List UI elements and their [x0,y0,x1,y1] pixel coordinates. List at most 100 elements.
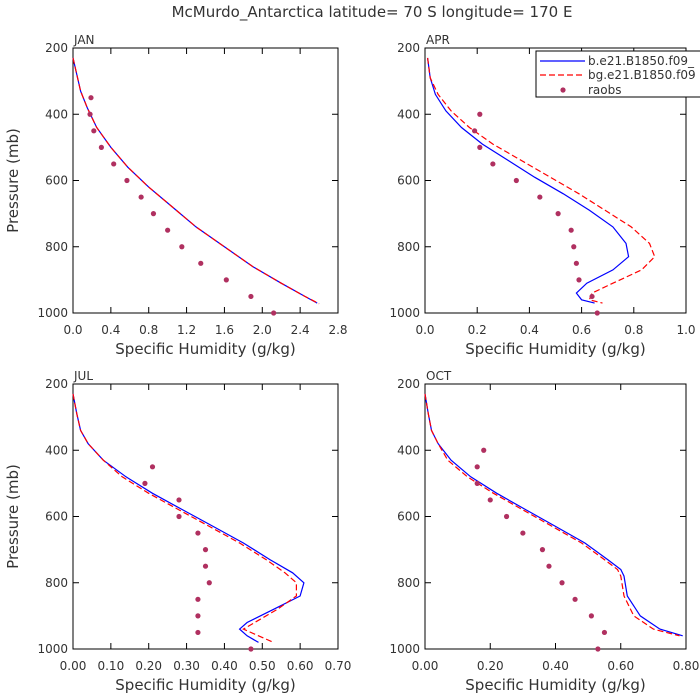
panel-apr: APR 0.0 0.2 0.4 0.6 0.8 1.0 200 400 600 800 1000 Spe… [389,33,695,358]
panel-jan: JAN 0.0 0.4 0.8 1.2 1.6 2.0 2.4 2.8 200 400 600 800 1… [4,33,348,358]
raobs-point [271,310,277,316]
series-line-model1 [427,57,630,304]
x-tick-label: 0.40 [211,659,238,673]
panel-label-oct: OCT [426,369,452,383]
raobs-point [198,260,204,266]
raobs-point [195,530,201,536]
raobs-point [539,547,546,553]
raobs-point [98,144,104,150]
y-axis-title: Pressure (mb) [4,128,22,233]
raobs-point [474,464,480,470]
raobs-point [202,563,209,569]
raobs-point [149,464,156,470]
y-tick-label: 400 [45,107,68,121]
raobs-point [176,497,182,503]
x-axis-title: Specific Humidity (g/kg) [465,340,645,358]
series-line-model1 [424,393,683,637]
raobs-point [481,447,487,453]
raobs-point [223,277,229,283]
raobs-point [179,244,185,250]
raobs-point [477,111,483,117]
x-tick-label: 0.0 [415,323,434,337]
y-tick-label: 1000 [389,306,420,320]
raobs-point [88,95,94,101]
panel-label-jul: JUL [73,369,93,383]
x-tick-label: 2.0 [253,323,272,337]
raobs-point [248,646,254,652]
raobs-point [477,144,483,150]
y-tick-label: 200 [45,377,68,391]
y-tick-label: 400 [45,443,68,457]
x-axis-title: Specific Humidity (g/kg) [465,676,645,694]
raobs-point [601,629,608,636]
raobs-point [520,530,526,536]
x-tick-label: 0.10 [97,659,124,673]
plot-frame [72,383,339,650]
raobs-point [142,480,148,486]
y-tick-label: 800 [45,240,68,254]
y-tick-label: 1000 [37,306,68,320]
legend-label-raobs: raobs [588,83,622,97]
y-tick-label: 1000 [37,642,68,656]
raobs-point [124,177,130,184]
series-line-model2 [427,57,656,304]
y-tick-label: 800 [397,240,420,254]
x-tick-label: 0.2 [468,323,487,337]
raobs-point [474,480,480,486]
raobs-point [150,211,157,217]
y-tick-label: 200 [397,41,420,55]
raobs-point [546,563,552,569]
raobs-point [568,227,574,233]
x-tick-label: 0.4 [520,323,539,337]
y-axis-title: Pressure (mb) [4,464,22,569]
series-line-model1 [72,393,305,643]
raobs-point [176,513,182,520]
raobs-point [573,260,579,266]
y-tick-label: 1000 [389,642,420,656]
raobs-point [589,293,595,300]
x-axis-title: Specific Humidity (g/kg) [115,340,295,358]
raobs-point [503,513,510,520]
raobs-point [576,277,582,283]
y-tick-label: 400 [397,443,420,457]
x-tick-label: 0.80 [673,659,700,673]
legend-label-model2: bg.e21.B1850.f09 [588,68,696,82]
raobs-point [595,646,601,652]
raobs-point [487,497,493,503]
x-tick-label: 1.2 [177,323,196,337]
x-axis-title: Specific Humidity (g/kg) [115,676,295,694]
x-tick-label: 0.20 [477,659,504,673]
y-tick-label: 600 [397,174,420,188]
series-line-model2 [424,393,680,637]
x-tick-label: 2.4 [291,323,310,337]
panel-label-jan: JAN [73,33,95,47]
raobs-point [555,211,561,217]
x-tick-label: 2.8 [328,323,347,337]
panel-oct: OCT 0.00 0.20 0.40 0.60 0.80 200 400 600 800 1000 S… [389,369,699,694]
x-tick-label: 1.6 [215,323,234,337]
raobs-point [513,177,519,184]
raobs-point [202,547,209,553]
x-tick-label: 0.50 [249,659,276,673]
raobs-point [537,194,543,200]
x-tick-label: 0.8 [624,323,643,337]
raobs-point [165,227,171,233]
x-tick-label: 0.8 [139,323,158,337]
figure-title: McMurdo_Antarctica latitude= 70 S longit… [172,3,573,22]
legend-label-model1: b.e21.B1850.f09_ [588,54,695,68]
y-tick-label: 800 [397,576,420,590]
raobs-point [588,613,594,619]
raobs-point [138,194,144,200]
series-line-model2 [72,393,297,643]
x-tick-label: 0.20 [135,659,162,673]
x-tick-label: 0.00 [412,659,439,673]
raobs-point [87,111,93,117]
raobs-point [571,244,577,250]
legend-marker-raobs [560,87,566,93]
y-tick-label: 800 [45,576,68,590]
x-tick-label: 1.0 [676,323,695,337]
legend: b.e21.B1850.f09_ bg.e21.B1850.f09 raobs [535,50,700,98]
y-tick-label: 600 [397,510,420,524]
